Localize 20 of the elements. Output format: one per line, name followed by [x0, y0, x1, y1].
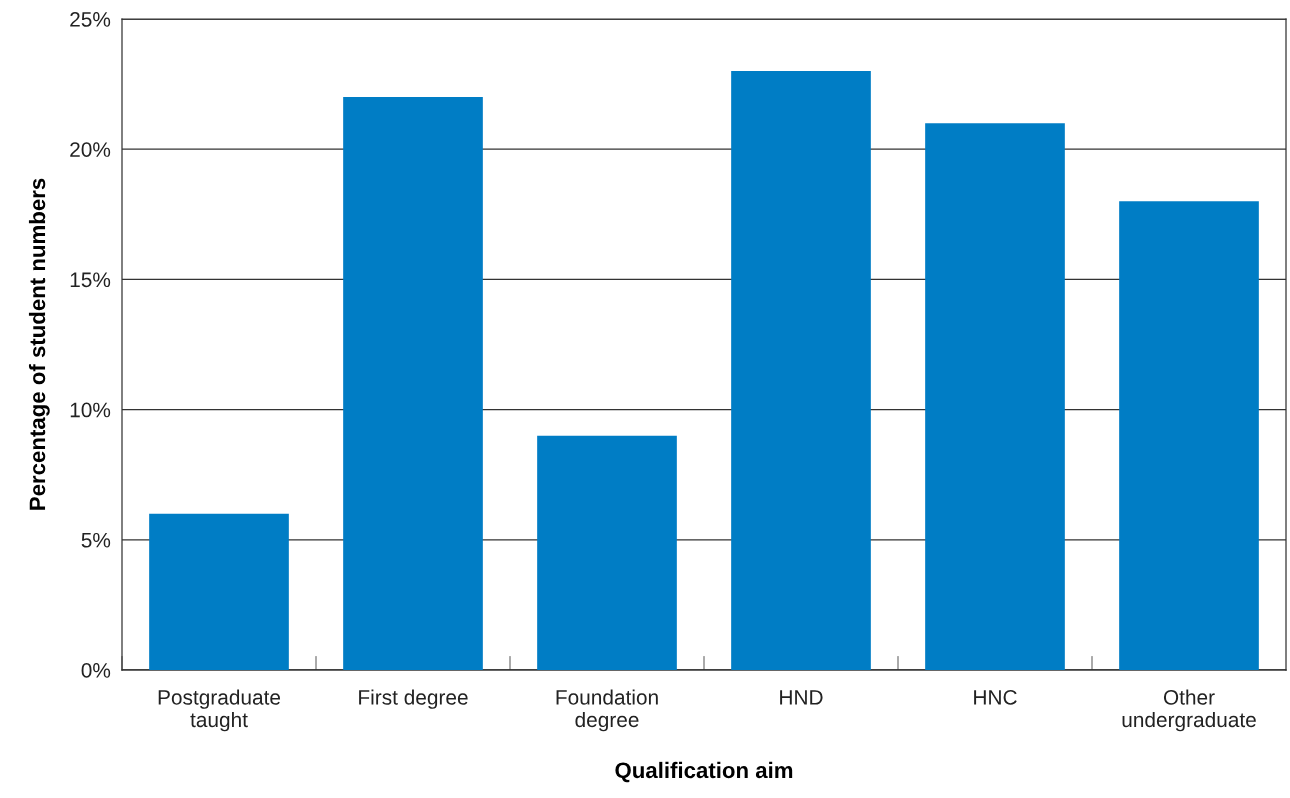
bar	[343, 97, 483, 670]
y-axis-title: Percentage of student numbers	[28, 178, 50, 510]
bar	[1119, 201, 1259, 670]
x-tick-label: Other undergraduate	[1122, 689, 1256, 732]
bar	[731, 71, 871, 670]
bar	[149, 513, 289, 670]
y-tick-label: 25%	[70, 12, 111, 27]
y-tick-label: 5%	[81, 532, 111, 548]
x-tick-label: First degree	[359, 689, 468, 709]
x-tick-label: HND	[780, 690, 823, 705]
y-tick-label: 10%	[70, 402, 111, 418]
x-tick-label: Foundation degree	[556, 689, 658, 732]
x-tick-label: Postgraduate taught	[158, 689, 281, 732]
x-tick-label: HNC	[974, 689, 1017, 705]
bar	[925, 123, 1065, 670]
y-tick-label: 0%	[81, 663, 111, 678]
y-tick-label: 15%	[70, 272, 111, 288]
bar	[537, 435, 677, 670]
x-axis-title: Qualification aim	[615, 761, 793, 783]
y-tick-label: 20%	[70, 142, 111, 157]
